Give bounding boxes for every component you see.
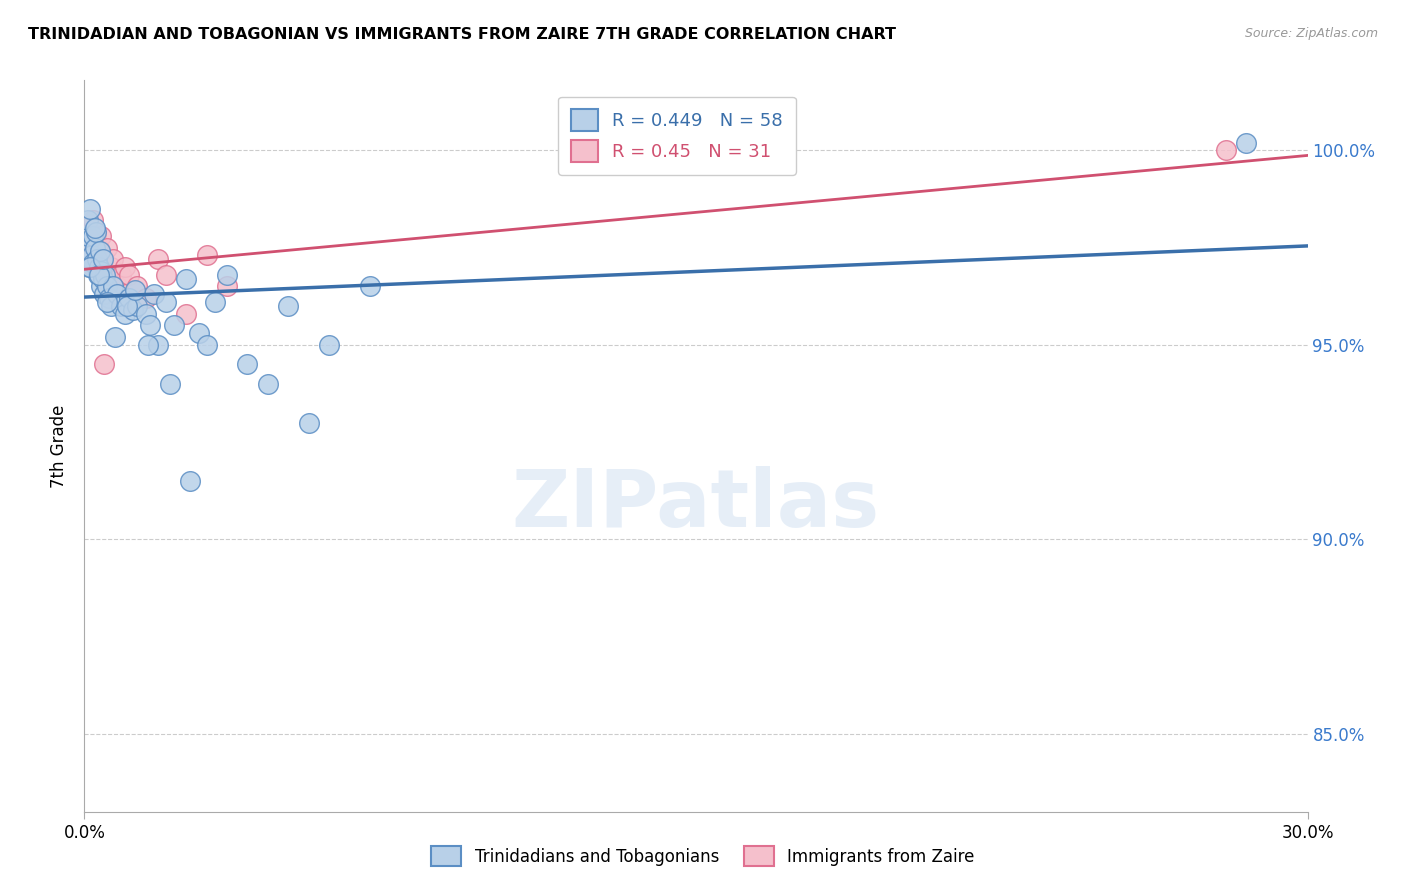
Point: [318, 338, 340, 352]
Point: [89, 244, 111, 259]
Point: [83, 241, 105, 255]
Point: [96, 295, 118, 310]
Point: [257, 376, 280, 391]
Point: [359, 279, 381, 293]
Point: [90, 264, 112, 278]
Point: [217, 279, 239, 293]
Point: [82, 228, 104, 243]
Point: [136, 338, 159, 352]
Point: [127, 279, 149, 293]
Point: [93, 357, 115, 371]
Point: [179, 474, 201, 488]
Point: [114, 307, 136, 321]
Point: [101, 252, 124, 267]
Point: [97, 291, 120, 305]
Point: [104, 330, 127, 344]
Point: [84, 225, 107, 239]
Point: [96, 241, 118, 255]
Point: [90, 279, 112, 293]
Point: [105, 287, 128, 301]
Point: [91, 260, 114, 274]
Point: [138, 318, 160, 333]
Point: [118, 291, 141, 305]
Point: [93, 287, 115, 301]
Point: [135, 291, 157, 305]
Point: [115, 299, 138, 313]
Point: [79, 202, 101, 216]
Point: [101, 279, 124, 293]
Point: [87, 268, 110, 282]
Point: [79, 228, 101, 243]
Point: [122, 302, 145, 317]
Point: [135, 307, 157, 321]
Point: [110, 268, 132, 282]
Point: [155, 295, 177, 310]
Point: [146, 338, 169, 352]
Point: [76, 228, 98, 243]
Legend: Trinidadians and Tobagonians, Immigrants from Zaire: Trinidadians and Tobagonians, Immigrants…: [423, 838, 983, 875]
Point: [87, 268, 110, 282]
Point: [90, 248, 112, 262]
Point: [91, 271, 114, 285]
Point: [195, 248, 218, 262]
Point: [155, 268, 177, 282]
Point: [93, 268, 115, 282]
Point: [187, 326, 209, 341]
Point: [77, 260, 100, 274]
Point: [87, 241, 110, 255]
Point: [217, 268, 239, 282]
Point: [90, 228, 112, 243]
Point: [100, 299, 122, 313]
Point: [114, 260, 136, 274]
Point: [298, 416, 321, 430]
Point: [82, 213, 104, 227]
Point: [82, 256, 104, 270]
Point: [236, 357, 259, 371]
Text: Source: ZipAtlas.com: Source: ZipAtlas.com: [1244, 27, 1378, 40]
Point: [118, 268, 141, 282]
Point: [82, 260, 104, 274]
Point: [159, 376, 181, 391]
Text: ZIPatlas: ZIPatlas: [512, 466, 880, 543]
Text: TRINIDADIAN AND TOBAGONIAN VS IMMIGRANTS FROM ZAIRE 7TH GRADE CORRELATION CHART: TRINIDADIAN AND TOBAGONIAN VS IMMIGRANTS…: [28, 27, 896, 42]
Point: [84, 228, 107, 243]
Point: [80, 248, 103, 262]
Point: [163, 318, 186, 333]
Point: [100, 260, 122, 274]
Point: [97, 279, 120, 293]
Point: [79, 260, 101, 274]
Point: [277, 299, 299, 313]
Point: [91, 252, 114, 267]
Point: [204, 295, 226, 310]
Point: [96, 279, 118, 293]
Point: [75, 241, 97, 255]
Point: [75, 241, 97, 255]
Point: [146, 252, 169, 267]
Point: [1236, 136, 1258, 150]
Y-axis label: 7th Grade: 7th Grade: [51, 404, 69, 488]
Point: [83, 221, 105, 235]
Point: [174, 307, 197, 321]
Point: [77, 213, 100, 227]
Legend: R = 0.449   N = 58, R = 0.45   N = 31: R = 0.449 N = 58, R = 0.45 N = 31: [558, 96, 796, 175]
Point: [80, 252, 103, 267]
Point: [127, 299, 149, 313]
Point: [86, 260, 108, 274]
Point: [195, 338, 218, 352]
Point: [124, 284, 146, 298]
Point: [142, 287, 165, 301]
Point: [83, 241, 105, 255]
Point: [1215, 144, 1237, 158]
Point: [87, 260, 110, 274]
Point: [93, 268, 115, 282]
Point: [105, 279, 128, 293]
Point: [86, 252, 108, 267]
Point: [174, 271, 197, 285]
Point: [77, 221, 100, 235]
Point: [110, 299, 132, 313]
